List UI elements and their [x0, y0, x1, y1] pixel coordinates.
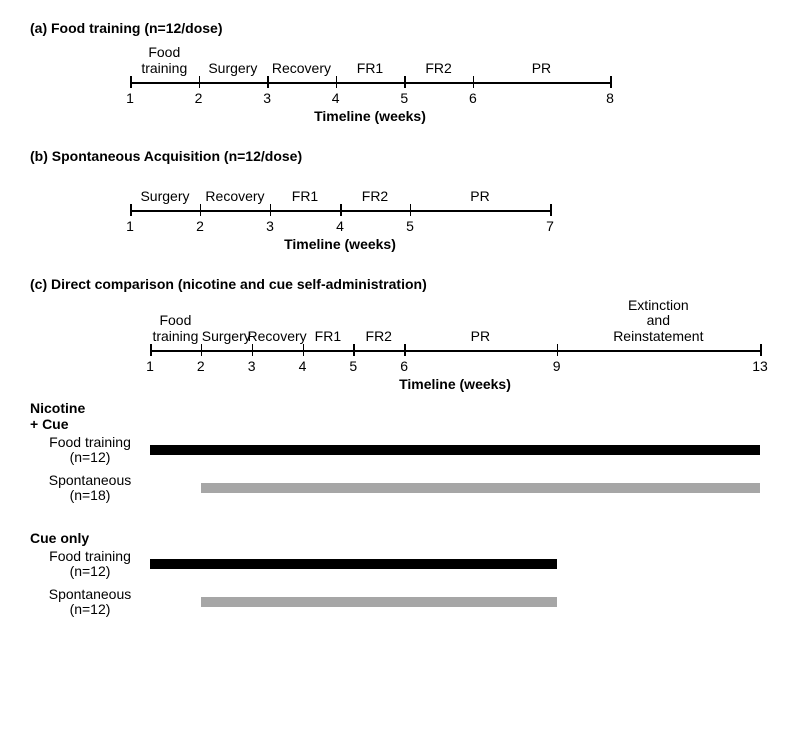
- panel-b-title: (b) Spontaneous Acquisition (n=12/dose): [30, 148, 770, 164]
- axis-tick: [200, 204, 202, 216]
- tick-label: 2: [196, 218, 204, 234]
- axis-line: [150, 350, 760, 352]
- tick-label: 4: [336, 218, 344, 234]
- phase-label: Surgery: [202, 329, 251, 344]
- axis-tick: [340, 204, 342, 216]
- phase-label: FR2: [366, 329, 392, 344]
- tick-label: 1: [126, 90, 134, 106]
- bar-caption: Food training (n=12): [30, 549, 150, 578]
- bar-row: Food training (n=12): [30, 548, 770, 580]
- axis-title-a: Timeline (weeks): [130, 108, 610, 124]
- phase-label: FR2: [362, 189, 388, 204]
- bar-caption: Food training (n=12): [30, 435, 150, 464]
- axis-tick: [473, 76, 475, 88]
- bar-row: Food training (n=12): [30, 434, 770, 466]
- timeline-bar: [201, 483, 760, 493]
- group-label: Cue only: [30, 530, 770, 546]
- bar-track: [150, 445, 760, 455]
- bar-row: Spontaneous (n=18): [30, 472, 770, 504]
- phase-label: Food training: [141, 45, 187, 76]
- tick-label: 4: [299, 358, 307, 374]
- tick-label: 4: [332, 90, 340, 106]
- phase-label: FR1: [292, 189, 318, 204]
- timeline-a: Food trainingSurgeryRecoveryFR1FR2PR 123…: [130, 42, 610, 124]
- timeline-bar: [150, 559, 557, 569]
- bar-track: [150, 483, 760, 493]
- tick-label: 8: [606, 90, 614, 106]
- phase-label: PR: [471, 329, 490, 344]
- axis-tick: [404, 76, 406, 88]
- tick-label: 6: [400, 358, 408, 374]
- axis-tick: [610, 76, 612, 88]
- tick-label: 3: [263, 90, 271, 106]
- tick-label: 2: [195, 90, 203, 106]
- axis-tick: [404, 344, 406, 356]
- axis-tick: [130, 76, 132, 88]
- tick-label: 1: [126, 218, 134, 234]
- panel-a-title: (a) Food training (n=12/dose): [30, 20, 770, 36]
- tick-label: 13: [752, 358, 768, 374]
- axis-tick: [353, 344, 355, 356]
- tick-label: 1: [146, 358, 154, 374]
- tick-label: 2: [197, 358, 205, 374]
- group-label: Nicotine + Cue: [30, 400, 770, 432]
- axis-tick: [252, 344, 254, 356]
- phase-label: Recovery: [272, 61, 331, 76]
- phase-label: Surgery: [208, 61, 257, 76]
- bar-row: Spontaneous (n=12): [30, 586, 770, 618]
- panel-a: (a) Food training (n=12/dose) Food train…: [30, 20, 770, 124]
- phase-label: PR: [532, 61, 551, 76]
- bar-caption: Spontaneous (n=18): [30, 473, 150, 502]
- tick-label: 7: [546, 218, 554, 234]
- bar-track: [150, 559, 760, 569]
- tick-label: 3: [248, 358, 256, 374]
- panel-c-title: (c) Direct comparison (nicotine and cue …: [30, 276, 770, 292]
- axis-tick: [270, 204, 272, 216]
- axis-tick: [760, 344, 762, 356]
- axis-tick: [550, 204, 552, 216]
- tick-label: 6: [469, 90, 477, 106]
- phase-label: Surgery: [140, 189, 189, 204]
- axis-tick: [199, 76, 201, 88]
- panel-b: (b) Spontaneous Acquisition (n=12/dose) …: [30, 148, 770, 252]
- timeline-bar: [150, 445, 760, 455]
- axis-tick: [557, 344, 559, 356]
- axis-tick: [201, 344, 203, 356]
- phase-label: Food training: [152, 313, 198, 344]
- phase-label: Extinction and Reinstatement: [613, 298, 703, 344]
- tick-label: 5: [400, 90, 408, 106]
- tick-label: 9: [553, 358, 561, 374]
- timeline-c: Food training SurgeryRecovery FR1 FR2 PR Exti…: [150, 298, 760, 392]
- axis-line: [130, 82, 610, 84]
- timeline-b: SurgeryRecoveryFR1FR2PR 123457 Timeline …: [130, 170, 550, 252]
- axis-tick: [130, 204, 132, 216]
- timeline-bar: [201, 597, 557, 607]
- tick-label: 3: [266, 218, 274, 234]
- phase-label: FR2: [425, 61, 451, 76]
- axis-title-b: Timeline (weeks): [130, 236, 550, 252]
- phase-label: Recovery: [205, 189, 264, 204]
- phase-label: FR1: [315, 329, 341, 344]
- bar-caption: Spontaneous (n=12): [30, 587, 150, 616]
- axis-tick: [336, 76, 338, 88]
- phase-label: FR1: [357, 61, 383, 76]
- tick-label: 5: [349, 358, 357, 374]
- axis-tick: [410, 204, 412, 216]
- tick-label: 5: [406, 218, 414, 234]
- axis-title-c: Timeline (weeks): [150, 376, 760, 392]
- axis-tick: [303, 344, 305, 356]
- phase-label: PR: [470, 189, 489, 204]
- axis-tick: [267, 76, 269, 88]
- bar-track: [150, 597, 760, 607]
- phase-label: Recovery: [248, 329, 307, 344]
- panel-c: (c) Direct comparison (nicotine and cue …: [30, 276, 770, 618]
- axis-tick: [150, 344, 152, 356]
